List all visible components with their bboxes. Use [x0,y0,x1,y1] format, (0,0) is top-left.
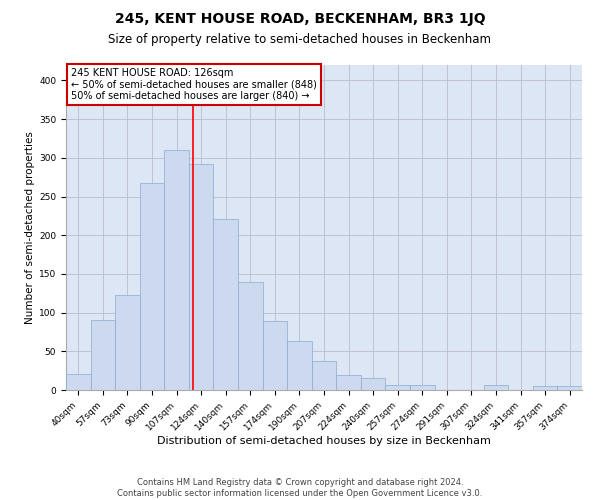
Bar [214,219,238,390]
Bar [557,386,582,390]
Bar [140,184,164,390]
Bar [238,282,263,390]
Text: 245, KENT HOUSE ROAD, BECKENHAM, BR3 1JQ: 245, KENT HOUSE ROAD, BECKENHAM, BR3 1JQ [115,12,485,26]
Bar [189,164,214,390]
Bar [287,341,312,390]
Bar [115,295,140,390]
Bar [91,320,115,390]
Bar [361,378,385,390]
Bar [410,384,434,390]
Bar [385,384,410,390]
Bar [484,384,508,390]
Text: Size of property relative to semi-detached houses in Beckenham: Size of property relative to semi-detach… [109,32,491,46]
Text: 245 KENT HOUSE ROAD: 126sqm
← 50% of semi-detached houses are smaller (848)
50% : 245 KENT HOUSE ROAD: 126sqm ← 50% of sem… [71,68,317,102]
Bar [66,374,91,390]
Bar [263,321,287,390]
Bar [312,360,336,390]
X-axis label: Distribution of semi-detached houses by size in Beckenham: Distribution of semi-detached houses by … [157,436,491,446]
Bar [533,386,557,390]
Bar [336,374,361,390]
Bar [164,150,189,390]
Y-axis label: Number of semi-detached properties: Number of semi-detached properties [25,131,35,324]
Text: Contains HM Land Registry data © Crown copyright and database right 2024.
Contai: Contains HM Land Registry data © Crown c… [118,478,482,498]
